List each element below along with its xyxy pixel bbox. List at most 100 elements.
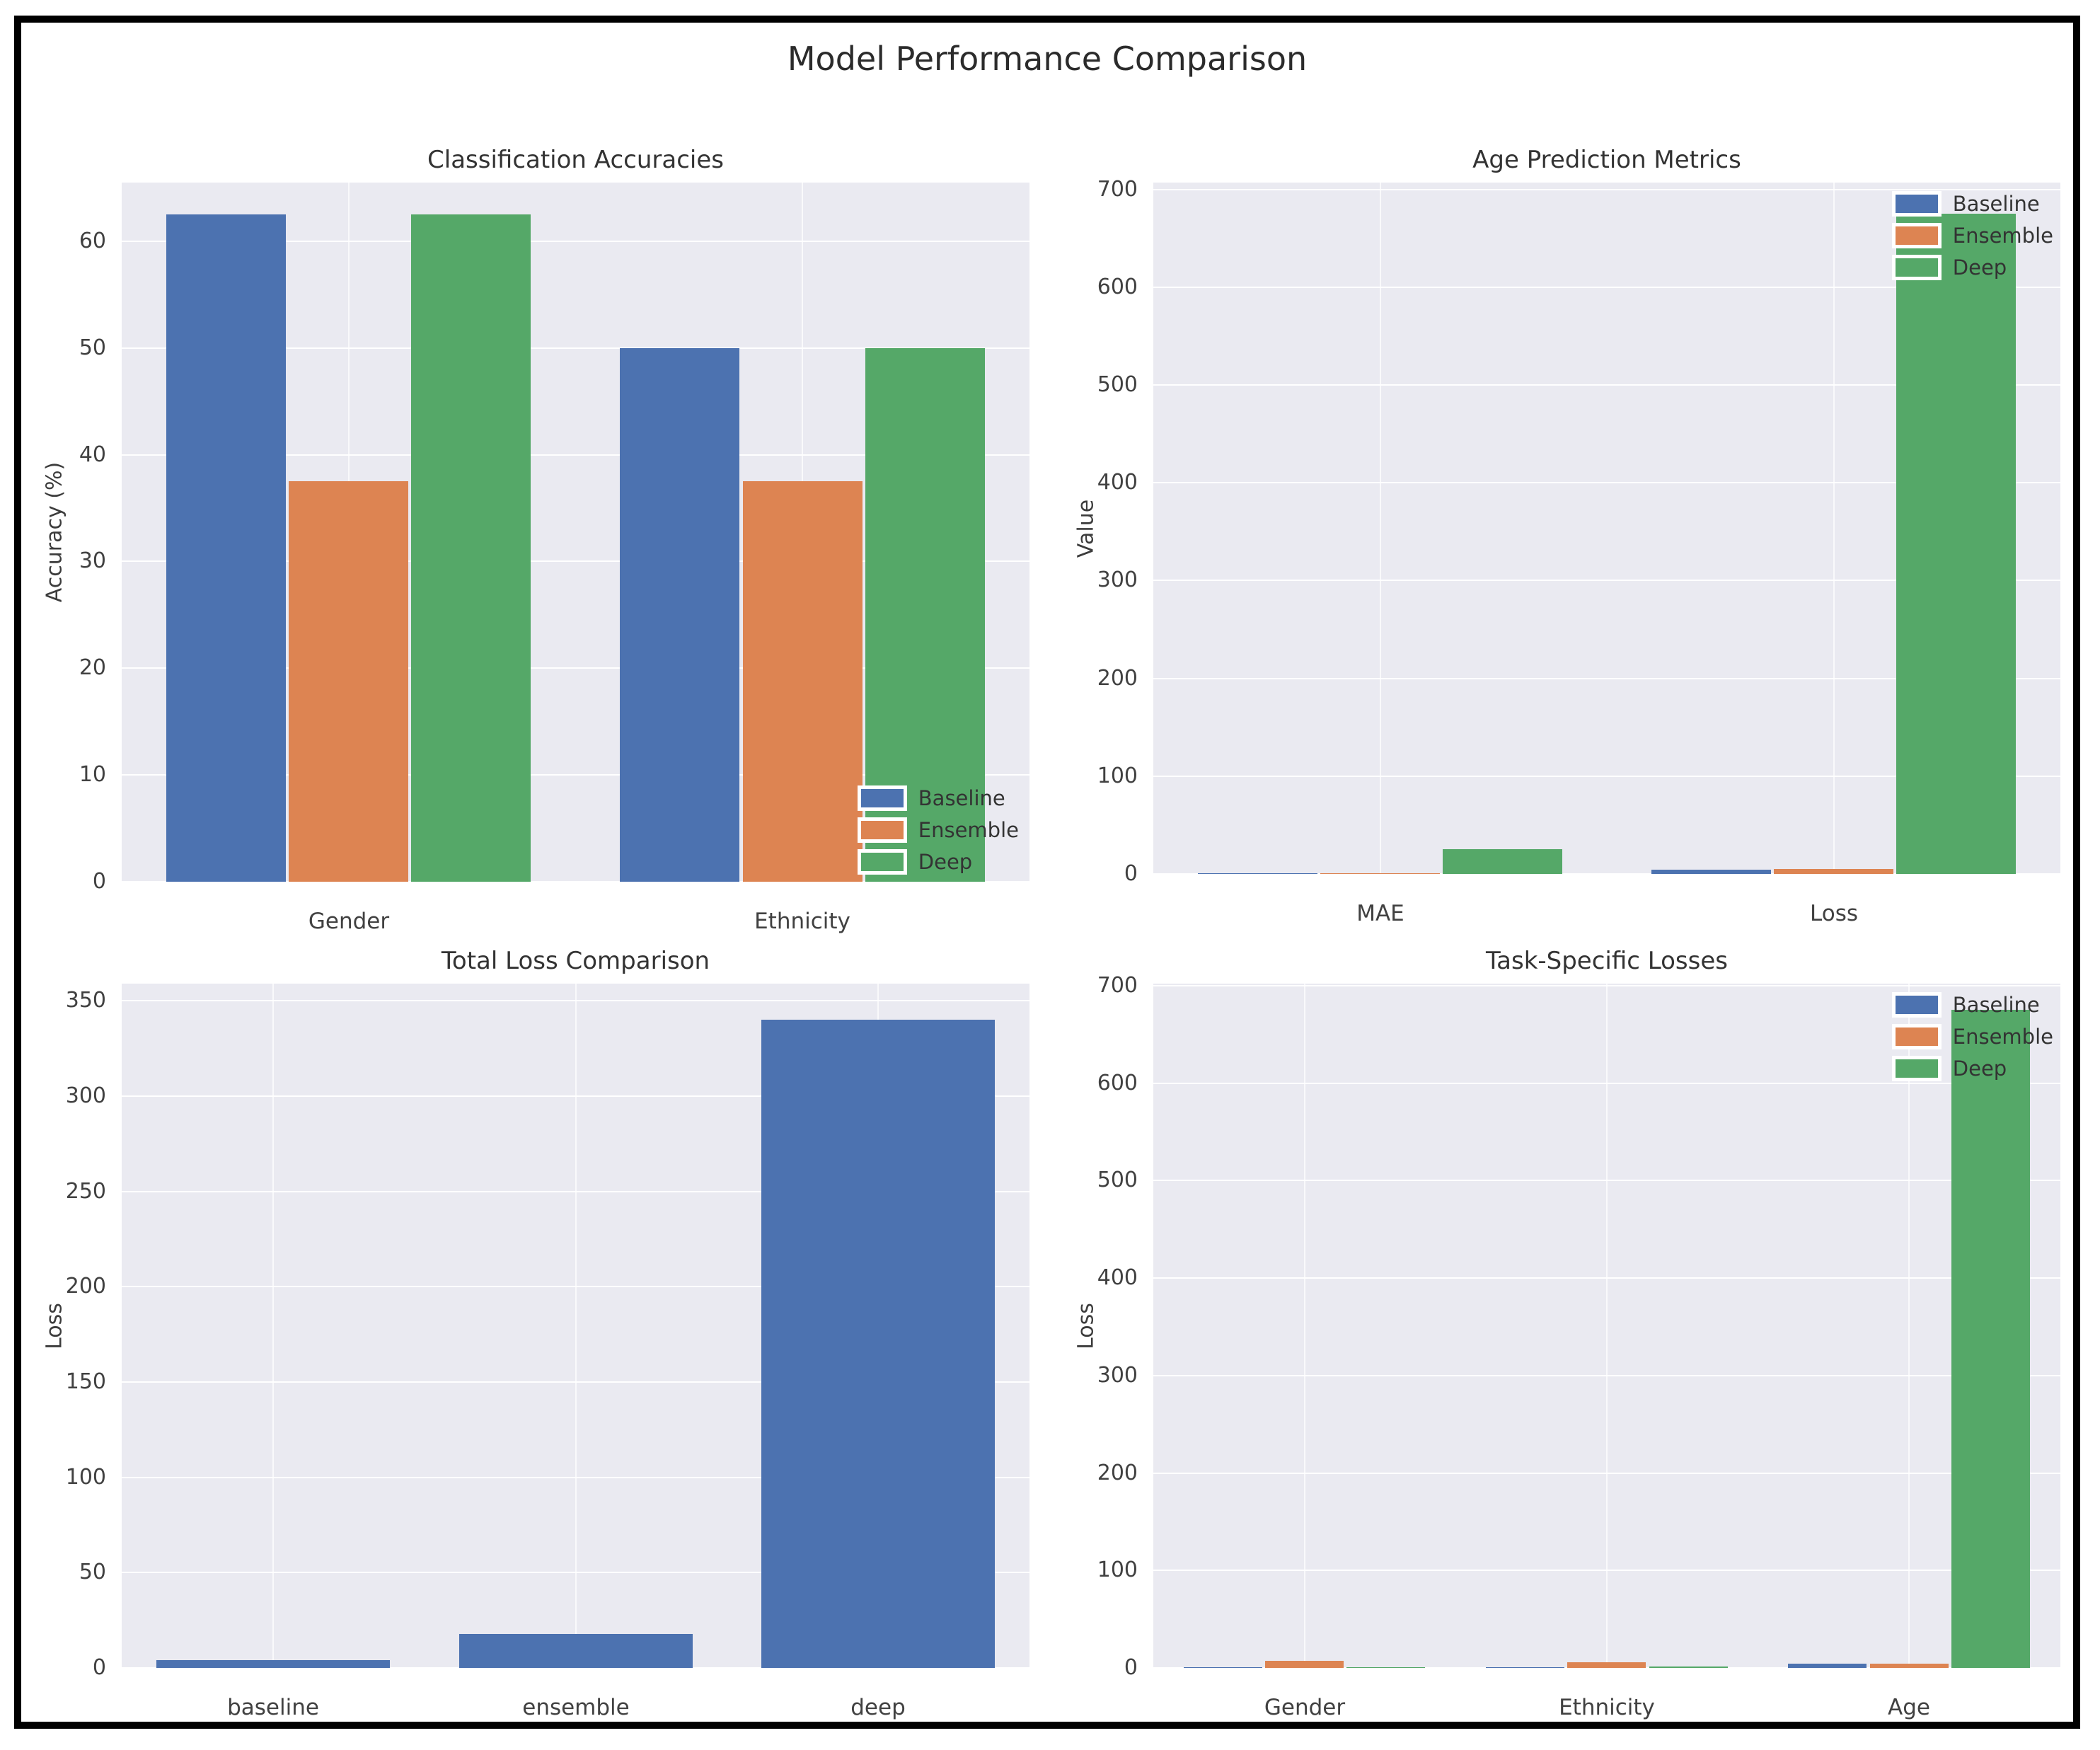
- y-tick-label: 200: [1097, 666, 1138, 691]
- legend-label: Deep: [1952, 255, 2007, 280]
- bar-ensemble-loss: [1774, 869, 1893, 874]
- legend-item-deep: Deep: [1891, 255, 2053, 280]
- gridline-v: [1908, 984, 1910, 1668]
- bar-total-loss-ensemble: [459, 1634, 693, 1668]
- x-tick-label: MAE: [1356, 901, 1404, 926]
- legend-label: Deep: [918, 850, 973, 874]
- gridline-h: [1153, 1667, 2060, 1669]
- bar-ensemble-mae: [1320, 873, 1440, 874]
- y-tick-label: 300: [65, 1083, 106, 1108]
- gridline-h: [1153, 580, 2060, 581]
- legend-swatch-deep: [857, 849, 907, 875]
- bar-baseline-ethnicity: [1486, 1667, 1564, 1668]
- y-tick-label: 100: [1097, 764, 1138, 788]
- bar-total-loss-deep: [761, 1020, 995, 1668]
- figure-frame: Model Performance Comparison Classificat…: [14, 16, 2080, 1729]
- y-tick-label: 0: [1124, 1655, 1138, 1680]
- bar-baseline-mae: [1198, 873, 1317, 874]
- legend-label: Baseline: [1952, 192, 2040, 216]
- y-tick-label: 400: [1097, 1265, 1138, 1290]
- plot-area: Baseline Ensemble Deep: [122, 183, 1029, 882]
- bar-baseline-loss: [1651, 870, 1771, 874]
- legend: Baseline Ensemble Deep: [1891, 992, 2053, 1081]
- y-tick-label: 350: [65, 988, 106, 1013]
- y-tick-label: 600: [1097, 275, 1138, 299]
- y-tick-label: 200: [65, 1274, 106, 1299]
- gridline-h: [122, 560, 1029, 562]
- y-tick-label: 300: [1097, 1363, 1138, 1388]
- legend-swatch-deep: [1891, 1056, 1942, 1081]
- legend-item-deep: Deep: [1891, 1056, 2053, 1081]
- legend-swatch-deep: [1891, 255, 1942, 280]
- gridline-h: [1153, 287, 2060, 288]
- figure-canvas: Model Performance Comparison Classificat…: [21, 23, 2073, 1722]
- y-tick-label: 0: [1124, 861, 1138, 886]
- gridline-v: [1380, 183, 1381, 874]
- chart-title: Total Loss Comparison: [441, 947, 710, 975]
- bar-total-loss-baseline: [156, 1660, 390, 1668]
- y-tick-label: 400: [1097, 470, 1138, 495]
- x-tick-label: Age: [1888, 1695, 1930, 1720]
- x-tick-label: Ethnicity: [1559, 1695, 1655, 1720]
- subplot-age-prediction-metrics: Age Prediction Metrics Value Baseline Ens…: [21, 23, 2073, 1722]
- y-tick-label: 300: [1097, 568, 1138, 592]
- legend-item-baseline: Baseline: [1891, 191, 2053, 217]
- legend-swatch-ensemble: [1891, 1024, 1942, 1049]
- gridline-h: [122, 347, 1029, 349]
- gridline-h: [122, 774, 1029, 776]
- subplot-total-loss-comparison: Total Loss Comparison Loss 0 50 100 150 200 2…: [21, 23, 2073, 1722]
- gridline-h: [1153, 678, 2060, 679]
- legend-item-deep: Deep: [857, 849, 1019, 875]
- y-tick-label: 500: [1097, 372, 1138, 397]
- legend-item-baseline: Baseline: [1891, 992, 2053, 1018]
- legend-label: Baseline: [1952, 993, 2040, 1017]
- y-tick-label: 150: [65, 1369, 106, 1394]
- y-tick-label: 700: [1097, 177, 1138, 202]
- gridline-h: [1153, 384, 2060, 386]
- legend-swatch-baseline: [1891, 992, 1942, 1018]
- gridline-h: [122, 454, 1029, 456]
- gridline-h: [1153, 482, 2060, 483]
- plot-area: Baseline Ensemble Deep: [1153, 183, 2060, 875]
- legend-swatch-ensemble: [857, 817, 907, 843]
- legend-label: Deep: [1952, 1057, 2007, 1081]
- plot-area: [122, 984, 1029, 1669]
- figure-title: Model Performance Comparison: [787, 40, 1308, 78]
- bar-ensemble-ethnicity: [1567, 1662, 1646, 1668]
- bar-ensemble-ethnicity: [743, 481, 862, 882]
- legend-item-ensemble: Ensemble: [1891, 223, 2053, 248]
- y-tick-label: 20: [79, 655, 106, 680]
- y-tick-label: 0: [92, 869, 106, 894]
- bar-ensemble-gender: [1265, 1661, 1344, 1668]
- y-tick-label: 40: [79, 442, 106, 467]
- bar-ensemble-gender: [289, 481, 408, 882]
- legend-label: Ensemble: [1952, 224, 2053, 248]
- legend-label: Ensemble: [918, 818, 1019, 842]
- gridline-v: [1304, 984, 1305, 1668]
- chart-title: Task-Specific Losses: [1486, 947, 1728, 975]
- x-tick-label: Gender: [1264, 1695, 1346, 1720]
- bar-deep-gender: [411, 214, 531, 882]
- y-tick-label: 50: [79, 1560, 106, 1584]
- bar-deep-ethnicity: [1649, 1666, 1728, 1668]
- bar-deep-loss: [1896, 214, 2016, 874]
- gridline-h: [1153, 776, 2060, 777]
- subplot-classification-accuracies: Classification Accuracies Accuracy (%) B…: [21, 23, 2073, 1722]
- gridline-h: [122, 667, 1029, 669]
- legend-swatch-baseline: [1891, 191, 1942, 217]
- gridline-h: [122, 241, 1029, 242]
- y-tick-label: 0: [92, 1655, 106, 1680]
- gridline-v: [1606, 984, 1608, 1668]
- bar-ensemble-age: [1870, 1664, 1949, 1668]
- x-tick-label: Gender: [308, 909, 390, 934]
- chart-title: Classification Accuracies: [427, 146, 724, 174]
- bar-baseline-age: [1788, 1664, 1867, 1668]
- x-tick-label: deep: [850, 1695, 906, 1720]
- x-tick-label: baseline: [227, 1695, 319, 1720]
- legend-label: Baseline: [918, 786, 1005, 810]
- bar-deep-age: [1951, 1010, 2030, 1668]
- subplot-task-specific-losses: Task-Specific Losses Loss Baseline Ensemb…: [21, 23, 2073, 1722]
- legend-item-ensemble: Ensemble: [857, 817, 1019, 843]
- y-tick-label: 500: [1097, 1168, 1138, 1192]
- y-tick-label: 30: [79, 548, 106, 573]
